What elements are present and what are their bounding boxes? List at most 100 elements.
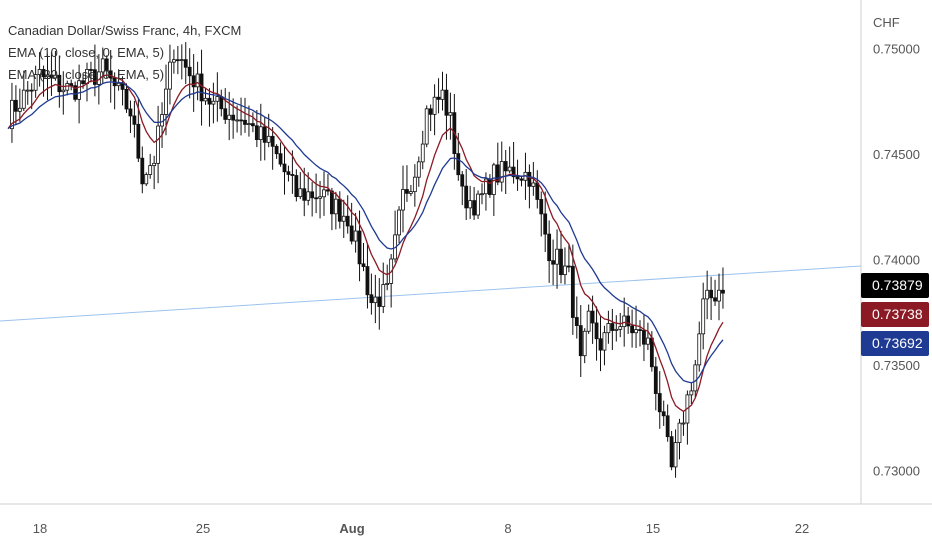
candle[interactable] xyxy=(424,105,429,148)
candle[interactable] xyxy=(310,182,315,217)
candle[interactable] xyxy=(148,153,153,179)
candle[interactable] xyxy=(270,127,275,170)
candle[interactable] xyxy=(274,144,279,159)
candle[interactable] xyxy=(559,231,563,284)
candle[interactable] xyxy=(377,278,382,330)
candle[interactable] xyxy=(21,70,26,111)
candle[interactable] xyxy=(713,279,717,306)
candle[interactable] xyxy=(357,210,362,282)
candle[interactable] xyxy=(697,321,702,372)
candle[interactable] xyxy=(298,172,303,200)
time-axis[interactable]: 18 25 Aug 8 15 22 xyxy=(33,521,809,536)
candle[interactable] xyxy=(705,270,710,320)
ema-10-legend[interactable]: EMA (10, close, 0, EMA, 5) xyxy=(8,45,165,60)
candle[interactable] xyxy=(606,310,611,344)
candle[interactable] xyxy=(428,104,433,132)
candle[interactable] xyxy=(432,84,437,136)
candle[interactable] xyxy=(614,315,619,342)
candle[interactable] xyxy=(646,322,650,351)
candle[interactable] xyxy=(116,69,121,91)
candle[interactable] xyxy=(464,169,469,220)
candle[interactable] xyxy=(472,187,477,220)
candle[interactable] xyxy=(586,304,591,334)
candle[interactable] xyxy=(440,71,445,111)
candle[interactable] xyxy=(322,171,326,216)
candle[interactable] xyxy=(570,244,575,335)
candle[interactable] xyxy=(254,109,259,148)
candle[interactable] xyxy=(203,87,208,105)
candle[interactable] xyxy=(353,212,358,253)
candle[interactable] xyxy=(345,195,350,234)
candle[interactable] xyxy=(282,145,287,195)
candle[interactable] xyxy=(132,100,137,138)
candle[interactable] xyxy=(527,164,532,209)
candle[interactable] xyxy=(341,199,346,238)
candle[interactable] xyxy=(499,141,504,192)
candle[interactable] xyxy=(476,190,480,219)
candle[interactable] xyxy=(373,274,378,324)
candle[interactable] xyxy=(333,191,338,230)
candle[interactable] xyxy=(653,356,658,411)
candle[interactable] xyxy=(45,53,50,101)
candle[interactable] xyxy=(551,239,555,286)
candle[interactable] xyxy=(179,44,184,80)
candle[interactable] xyxy=(547,220,552,283)
candle[interactable] xyxy=(187,48,192,99)
candle[interactable] xyxy=(211,82,216,124)
candle[interactable] xyxy=(689,382,694,405)
candle[interactable] xyxy=(262,116,267,161)
candle[interactable] xyxy=(290,150,295,194)
candle[interactable] xyxy=(642,314,646,362)
candle[interactable] xyxy=(10,82,14,143)
candle[interactable] xyxy=(511,141,516,184)
candle[interactable] xyxy=(578,305,583,378)
candle[interactable] xyxy=(49,51,54,96)
candle[interactable] xyxy=(53,50,58,81)
candle[interactable] xyxy=(405,165,409,202)
candle[interactable] xyxy=(539,191,544,237)
candle[interactable] xyxy=(278,142,283,167)
candle[interactable] xyxy=(156,105,161,184)
candle[interactable] xyxy=(140,146,145,194)
candle[interactable] xyxy=(484,172,488,211)
candle[interactable] xyxy=(693,359,698,398)
candle[interactable] xyxy=(460,171,465,206)
candle[interactable] xyxy=(669,430,674,471)
price-axis[interactable]: 0.75000 0.74500 0.74000 0.73500 0.73000 xyxy=(873,42,920,479)
candle[interactable] xyxy=(235,105,240,133)
candle[interactable] xyxy=(329,187,334,231)
candle[interactable] xyxy=(195,61,200,101)
candle[interactable] xyxy=(33,65,38,98)
candle[interactable] xyxy=(665,404,670,442)
candle[interactable] xyxy=(594,306,599,361)
candle[interactable] xyxy=(582,328,587,364)
candle[interactable] xyxy=(709,276,713,321)
candle[interactable] xyxy=(73,81,78,102)
candle[interactable] xyxy=(286,165,291,182)
candle[interactable] xyxy=(37,52,42,87)
candle[interactable] xyxy=(673,429,678,478)
candle[interactable] xyxy=(361,243,366,272)
candle[interactable] xyxy=(61,71,66,115)
candle[interactable] xyxy=(89,61,93,83)
candle[interactable] xyxy=(681,411,686,436)
candle[interactable] xyxy=(152,155,157,190)
candle[interactable] xyxy=(555,229,559,289)
candle[interactable] xyxy=(634,305,638,349)
candle[interactable] xyxy=(57,55,62,108)
candle[interactable] xyxy=(590,295,595,344)
candle[interactable] xyxy=(294,169,299,202)
candle[interactable] xyxy=(77,64,81,124)
candle[interactable] xyxy=(602,325,607,366)
candle[interactable] xyxy=(661,400,666,426)
candle[interactable] xyxy=(164,64,168,136)
candle[interactable] xyxy=(401,165,405,233)
candle[interactable] xyxy=(412,164,417,207)
candle[interactable] xyxy=(468,185,473,219)
candle[interactable] xyxy=(25,81,30,105)
candle[interactable] xyxy=(100,47,105,84)
candle[interactable] xyxy=(302,167,307,217)
candle[interactable] xyxy=(13,85,18,126)
candle[interactable] xyxy=(543,191,548,252)
